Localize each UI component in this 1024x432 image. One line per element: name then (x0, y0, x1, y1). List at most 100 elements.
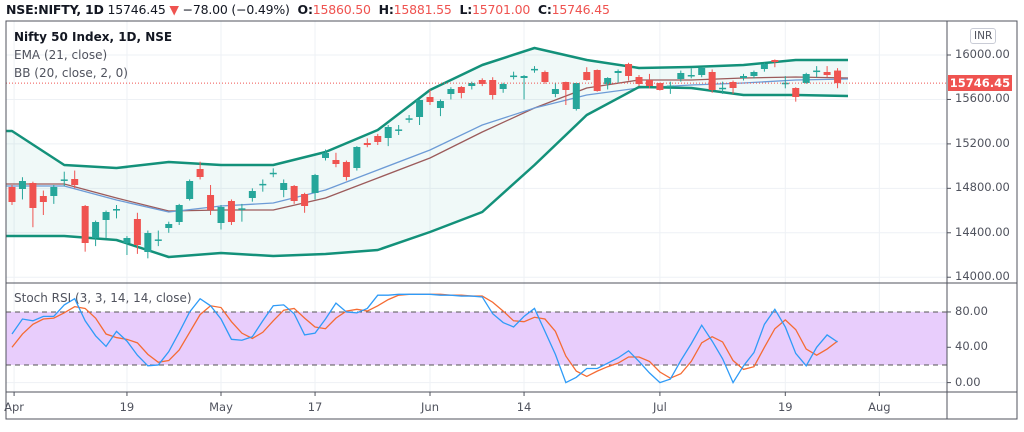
low-value: 15701.00 (472, 2, 531, 17)
candle (771, 59, 779, 68)
candle (175, 203, 183, 225)
last-price: 15746.45 (107, 2, 166, 17)
candle (719, 81, 727, 94)
candle (593, 69, 601, 92)
candle-body (71, 179, 79, 185)
candle-body (645, 80, 653, 86)
candle-body (572, 83, 580, 109)
candle-body (113, 209, 120, 211)
candle (677, 70, 685, 82)
candle (280, 179, 288, 198)
candle (436, 99, 444, 117)
candle-body (562, 82, 570, 90)
candle-body (248, 191, 256, 198)
candle (562, 81, 570, 105)
candle-body (196, 169, 204, 177)
candle-body (280, 183, 288, 190)
candle-body (207, 195, 215, 210)
candle-body (290, 186, 298, 201)
open-value: 15860.50 (312, 2, 371, 17)
candle (729, 80, 737, 94)
candle (165, 221, 173, 233)
candle-body (520, 76, 528, 78)
candle (71, 170, 79, 189)
candle (750, 70, 758, 79)
price-tick-label: 15200.00 (955, 135, 1010, 150)
candle (217, 205, 225, 230)
candle-body (499, 84, 507, 89)
chart-frame (5, 20, 1018, 420)
candle (520, 75, 528, 100)
candle-body (677, 73, 685, 79)
candle-body (269, 172, 277, 175)
candle (322, 149, 329, 161)
candle (813, 66, 821, 78)
candle (290, 185, 298, 204)
candle-body (81, 206, 89, 243)
currency-button[interactable]: INR (970, 28, 997, 44)
candle-body (175, 205, 183, 222)
candle (29, 181, 37, 228)
candle (363, 138, 371, 148)
bb-basis-line (6, 76, 849, 212)
candle-body (405, 118, 413, 120)
candle (92, 220, 100, 247)
candle-body (322, 153, 329, 158)
candle-body (510, 75, 518, 78)
candle-body (332, 160, 340, 164)
candle-body (426, 97, 434, 102)
candle (645, 73, 653, 89)
candle (572, 82, 580, 111)
candle (301, 192, 309, 213)
candle-body (102, 212, 110, 220)
candle-body (593, 70, 601, 91)
bollinger-fill (6, 48, 848, 257)
ema-line (6, 78, 849, 213)
candle-body (625, 64, 633, 76)
close-value: 15746.45 (551, 2, 610, 17)
candle (447, 87, 455, 100)
candle-body (478, 80, 486, 84)
candle (823, 66, 831, 78)
candle-body (18, 181, 26, 189)
candle (269, 168, 277, 178)
candle-body (698, 68, 706, 75)
candle-body (583, 72, 591, 80)
candle-body (92, 222, 100, 238)
legend-stoch-rsi[interactable]: Stoch RSI (3, 3, 14, 14, close) (14, 291, 192, 305)
candle-body (687, 75, 695, 77)
candle (384, 125, 392, 147)
time-tick-label: 19 (777, 400, 793, 414)
candle-body (551, 89, 559, 94)
rsi-band-fill (6, 311, 947, 365)
candle-body (792, 88, 800, 97)
candle-body (802, 74, 810, 83)
candle-body (760, 64, 768, 69)
candle (792, 87, 800, 102)
candle-body (635, 77, 643, 84)
legend-title[interactable]: Nifty 50 Index, 1D, NSE (14, 30, 173, 44)
legend-bb[interactable]: BB (20, close, 2, 0) (14, 66, 128, 80)
time-tick-label: Jul (652, 400, 667, 414)
legend-ema[interactable]: EMA (21, close) (14, 48, 108, 62)
candle-body (729, 82, 737, 88)
rsi-tick-label: 40.00 (955, 339, 988, 354)
candle (395, 125, 403, 135)
candle (39, 190, 47, 215)
candle (604, 77, 612, 90)
candle (154, 230, 162, 247)
candle (802, 72, 810, 84)
candle (332, 152, 340, 168)
candle-body (834, 70, 842, 84)
last-price-label: 15746.45 (948, 75, 1012, 91)
candle-body (50, 187, 58, 196)
bb-upper-line (6, 46, 848, 170)
time-tick-label: 14 (516, 400, 532, 414)
price-tick-label: 15600.00 (955, 91, 1010, 106)
candle (405, 115, 413, 123)
candle (499, 82, 507, 93)
candle (207, 185, 215, 215)
candle (541, 70, 549, 84)
rsi-tick-label: 0.00 (955, 374, 981, 389)
